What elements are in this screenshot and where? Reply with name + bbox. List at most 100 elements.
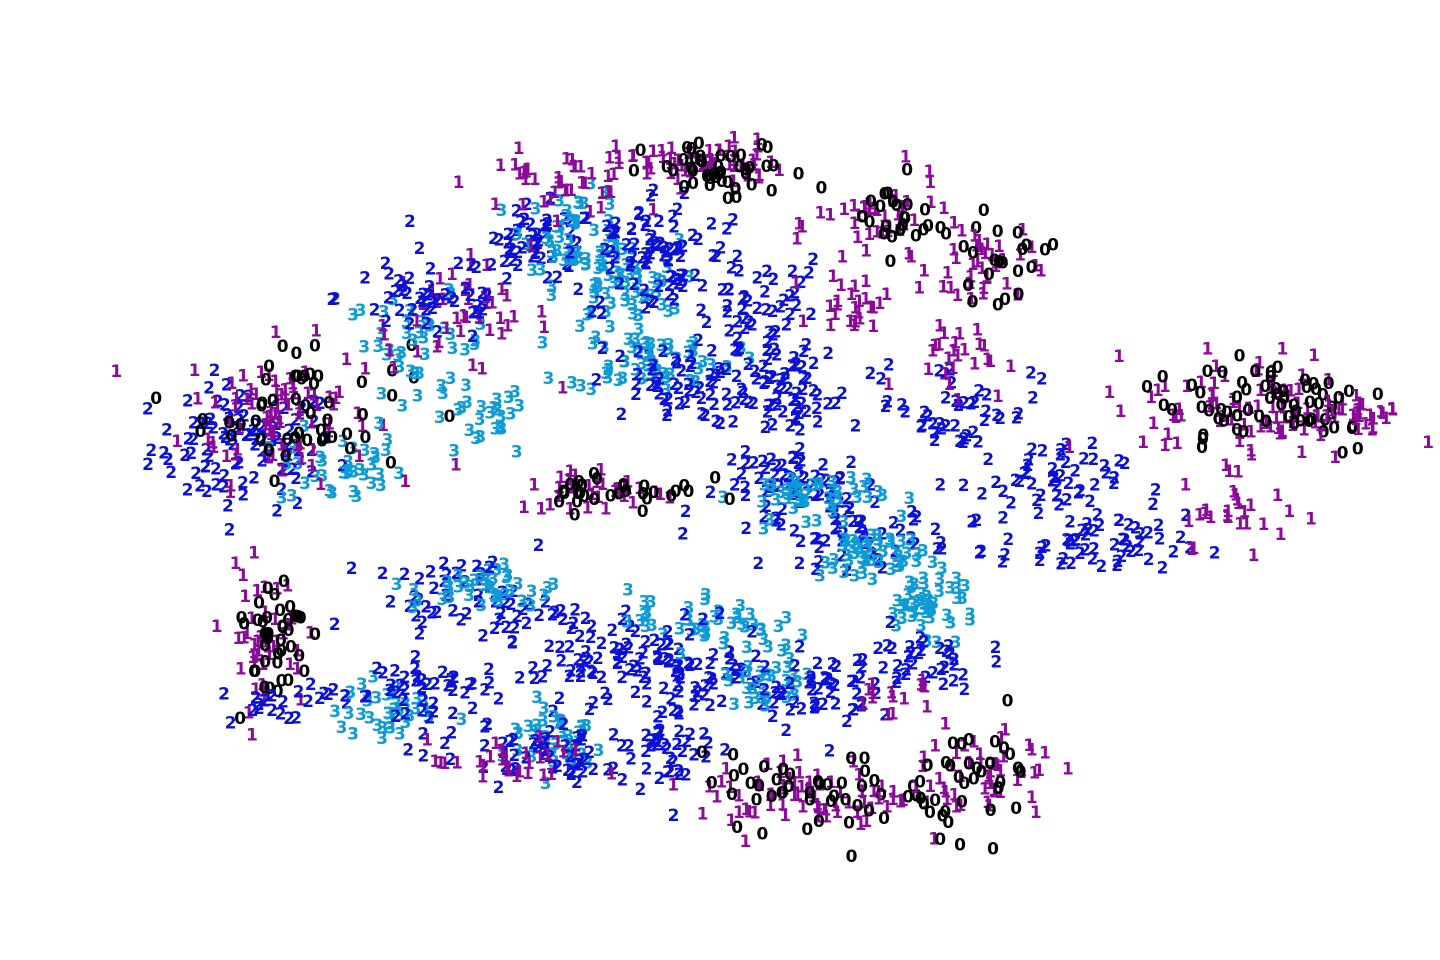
point-label-2: 2 <box>508 730 520 750</box>
point-label-1: 1 <box>688 144 700 164</box>
point-label-3: 3 <box>646 616 658 636</box>
point-label-2: 2 <box>576 727 588 747</box>
point-label-0: 0 <box>665 487 677 507</box>
point-label-0: 0 <box>766 181 778 201</box>
point-label-2: 2 <box>641 674 653 694</box>
point-label-0: 0 <box>956 734 968 754</box>
point-label-2: 2 <box>429 674 441 694</box>
point-label-2: 2 <box>967 423 979 443</box>
point-label-2: 2 <box>249 435 261 455</box>
point-label-2: 2 <box>891 669 903 689</box>
point-label-0: 0 <box>1231 388 1243 408</box>
point-label-2: 2 <box>569 601 581 621</box>
point-label-1: 1 <box>918 262 930 282</box>
point-label-1: 1 <box>728 151 740 171</box>
point-label-1: 1 <box>739 832 751 852</box>
point-label-2: 2 <box>953 396 965 416</box>
point-label-2: 2 <box>253 699 265 719</box>
point-label-1: 1 <box>1231 490 1243 510</box>
point-label-2: 2 <box>162 450 174 470</box>
point-label-1: 1 <box>626 147 638 167</box>
point-label-3: 3 <box>623 330 635 350</box>
point-label-0: 0 <box>856 208 868 228</box>
point-label-1: 1 <box>377 416 389 436</box>
point-label-0: 0 <box>1234 346 1246 366</box>
point-label-1: 1 <box>665 164 677 184</box>
point-label-2: 2 <box>441 565 453 585</box>
point-label-2: 2 <box>416 671 428 691</box>
point-label-1: 1 <box>948 341 960 361</box>
point-label-3: 3 <box>497 746 509 766</box>
point-label-1: 1 <box>552 487 564 507</box>
point-label-2: 2 <box>705 365 717 385</box>
point-label-0: 0 <box>801 820 813 840</box>
point-label-1: 1 <box>973 232 985 252</box>
point-label-2: 2 <box>583 652 595 672</box>
point-label-1: 1 <box>950 249 962 269</box>
point-label-3: 3 <box>411 689 423 709</box>
point-label-1: 1 <box>411 312 423 332</box>
point-label-2: 2 <box>250 689 262 709</box>
point-label-1: 1 <box>829 305 841 325</box>
point-label-0: 0 <box>1278 389 1290 409</box>
point-label-2: 2 <box>577 726 589 746</box>
point-label-1: 1 <box>1380 409 1392 429</box>
point-label-2: 2 <box>884 613 896 633</box>
point-label-2: 2 <box>385 593 397 613</box>
point-label-1: 1 <box>486 294 498 314</box>
point-label-1: 1 <box>261 408 273 428</box>
point-label-3: 3 <box>758 630 770 650</box>
point-label-3: 3 <box>456 398 468 418</box>
point-label-3: 3 <box>456 710 468 730</box>
point-label-1: 1 <box>831 295 843 315</box>
point-label-3: 3 <box>347 725 359 745</box>
point-label-1: 1 <box>1264 418 1276 438</box>
point-label-1: 1 <box>1012 285 1024 305</box>
point-label-2: 2 <box>673 656 685 676</box>
point-label-0: 0 <box>277 617 289 637</box>
point-label-3: 3 <box>866 526 878 546</box>
point-label-0: 0 <box>259 636 271 656</box>
point-label-2: 2 <box>673 704 685 724</box>
point-label-2: 2 <box>814 485 826 505</box>
point-label-2: 2 <box>706 342 718 362</box>
point-label-0: 0 <box>882 184 894 204</box>
point-label-2: 2 <box>972 432 984 452</box>
point-label-1: 1 <box>808 788 820 808</box>
point-label-1: 1 <box>938 779 950 799</box>
point-label-2: 2 <box>677 524 689 544</box>
point-label-2: 2 <box>674 664 686 684</box>
point-label-2: 2 <box>428 579 440 599</box>
point-label-0: 0 <box>1196 438 1208 458</box>
point-label-2: 2 <box>431 323 443 343</box>
point-label-2: 2 <box>346 559 358 579</box>
point-label-1: 1 <box>865 298 877 318</box>
point-label-2: 2 <box>568 614 580 634</box>
point-label-1: 1 <box>243 703 255 723</box>
point-label-0: 0 <box>1020 236 1032 256</box>
point-label-2: 2 <box>680 765 692 785</box>
point-label-3: 3 <box>908 603 920 623</box>
point-label-2: 2 <box>915 418 927 438</box>
point-label-3: 3 <box>585 174 597 194</box>
point-label-2: 2 <box>638 668 650 688</box>
point-label-3: 3 <box>485 578 497 598</box>
point-label-1: 1 <box>740 164 752 184</box>
point-label-2: 2 <box>531 225 543 245</box>
point-label-1: 1 <box>595 460 607 480</box>
point-label-1: 1 <box>1287 413 1299 433</box>
point-label-1: 1 <box>1377 404 1389 424</box>
point-label-1: 1 <box>262 449 274 469</box>
point-label-1: 1 <box>252 642 264 662</box>
point-label-1: 1 <box>645 160 657 180</box>
point-label-2: 2 <box>420 597 432 617</box>
point-label-0: 0 <box>1317 385 1329 405</box>
point-label-2: 2 <box>1122 537 1134 557</box>
point-label-2: 2 <box>533 536 545 556</box>
point-label-2: 2 <box>739 478 751 498</box>
point-label-2: 2 <box>1072 483 1084 503</box>
point-label-2: 2 <box>359 688 371 708</box>
point-label-2: 2 <box>758 374 770 394</box>
point-label-2: 2 <box>640 253 652 273</box>
point-label-0: 0 <box>709 468 721 488</box>
